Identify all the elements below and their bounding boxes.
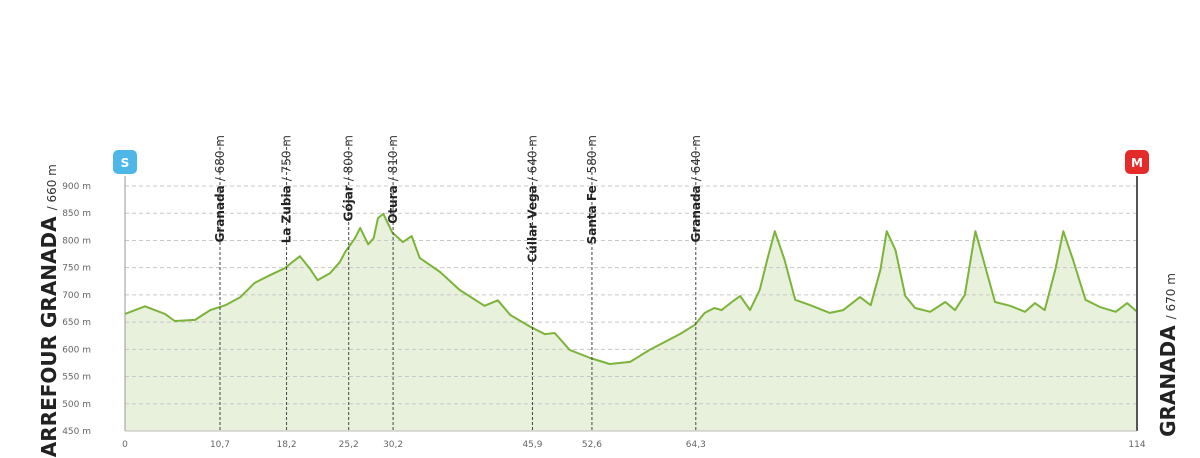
y-tick-label: 850 m xyxy=(62,209,91,219)
y-tick-label: 800 m xyxy=(62,236,91,246)
waypoint-altitude: / 580 m xyxy=(585,135,599,181)
x-tick-label: 45,9 xyxy=(522,440,542,450)
waypoint-altitude: / 800 m xyxy=(342,135,356,181)
waypoint-altitude: / 640 m xyxy=(689,135,703,181)
x-tick-label: 25,2 xyxy=(339,440,359,450)
start-icon xyxy=(113,150,137,174)
y-tick-label: 700 m xyxy=(62,291,91,301)
waypoint-label: La Zubia / 750 m xyxy=(280,135,294,243)
x-tick-label: 18,2 xyxy=(277,440,297,450)
elevation-line xyxy=(124,212,1138,365)
waypoint-label: Otura / 810 m xyxy=(386,135,400,224)
y-tick-label: 500 m xyxy=(62,400,91,410)
y-tick-label: 900 m xyxy=(62,182,91,192)
x-tick-label: 30,2 xyxy=(383,440,403,450)
waypoint-altitude: / 680 m xyxy=(213,135,227,181)
x-tick-label: 114 xyxy=(1128,440,1145,450)
x-tick-label: 0 xyxy=(122,440,128,450)
y-tick-label: 750 m xyxy=(62,264,91,274)
waypoint-label: Cúllar Vega / 640 m xyxy=(525,135,539,263)
start-altitude: / 660 m xyxy=(45,164,59,210)
waypoint-altitude: / 750 m xyxy=(280,135,294,181)
waypoint-name: Santa Fe xyxy=(585,185,599,244)
waypoint-altitude: / 810 m xyxy=(386,135,400,181)
finish-name: GRANADA xyxy=(1156,325,1180,437)
start-icon-label: S xyxy=(121,156,130,170)
waypoint-label: Santa Fe / 580 m xyxy=(585,135,599,244)
finish-label: GRANADA / 670 m xyxy=(1156,273,1180,437)
y-tick-label: 600 m xyxy=(62,345,91,355)
y-tick-label: 450 m xyxy=(62,427,91,437)
x-tick-label: 64,3 xyxy=(686,440,706,450)
waypoint-label: Granada / 640 m xyxy=(689,135,703,242)
x-tick-label: 10,7 xyxy=(210,440,230,450)
finish-icon-label: M xyxy=(1131,156,1143,170)
waypoint-name: Otura xyxy=(386,185,400,224)
waypoint-name: Granada xyxy=(213,185,227,242)
waypoint-label: Granada / 680 m xyxy=(213,135,227,242)
waypoint-name: La Zubia xyxy=(280,185,294,243)
waypoint-name: Granada xyxy=(689,185,703,242)
waypoint-label: Gójar / 800 m xyxy=(342,135,356,222)
finish-altitude: / 670 m xyxy=(1164,273,1178,319)
waypoint-name: Cúllar Vega xyxy=(525,185,539,262)
x-tick-label: 52,6 xyxy=(582,440,602,450)
y-tick-label: 650 m xyxy=(62,318,91,328)
finish-icon xyxy=(1125,150,1149,174)
waypoint-name: Gójar xyxy=(342,185,356,221)
start-name: CARREFOUR GRANADA xyxy=(37,216,61,458)
waypoint-altitude: / 640 m xyxy=(525,135,539,181)
y-tick-label: 550 m xyxy=(62,373,91,383)
start-label: CARREFOUR GRANADA / 660 m xyxy=(37,164,61,458)
